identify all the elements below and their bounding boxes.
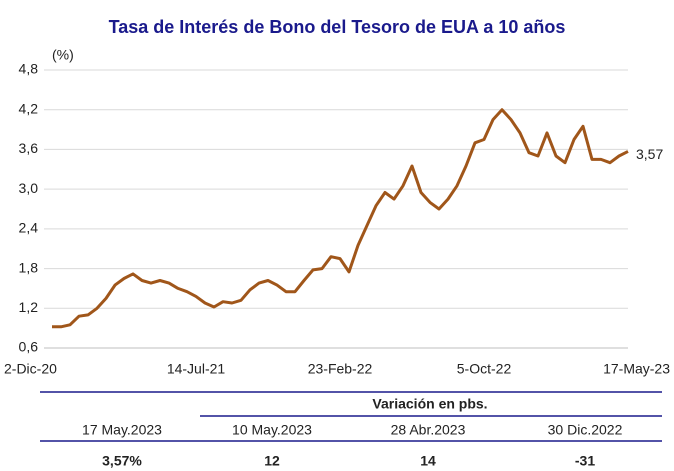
table-cell: -31 [575, 453, 595, 469]
table-header: Variación en pbs. [372, 396, 487, 412]
table-column: 10 May.2023 [232, 422, 312, 438]
table-cell: 14 [420, 453, 436, 469]
x-tick-label: 14-Jul-21 [167, 361, 226, 377]
x-tick-label: 2-Dic-20 [4, 361, 57, 377]
table-column: 28 Abr.2023 [391, 422, 466, 438]
value-label: 3,57 [636, 146, 663, 162]
chart-title: Tasa de Interés de Bono del Tesoro de EU… [109, 17, 566, 37]
y-tick-label: 3,0 [19, 180, 39, 196]
y-axis-label: (%) [52, 47, 74, 63]
y-tick-label: 2,4 [19, 220, 39, 236]
x-tick-label: 5-Oct-22 [457, 361, 512, 377]
line-series [52, 108, 629, 329]
y-tick-label: 3,6 [19, 140, 39, 156]
table-cell: 12 [264, 453, 280, 469]
table-column: 17 May.2023 [82, 422, 162, 438]
y-tick-label: 0,6 [19, 339, 39, 355]
table-column: 30 Dic.2022 [548, 422, 623, 438]
y-tick-label: 1,8 [19, 259, 39, 275]
y-tick-label: 4,2 [19, 100, 39, 116]
y-tick-label: 1,2 [19, 299, 39, 315]
x-tick-label: 17-May-23 [603, 361, 670, 377]
x-tick-label: 23-Feb-22 [308, 361, 373, 377]
y-tick-label: 4,8 [19, 61, 39, 77]
table-cell: 3,57% [102, 453, 142, 469]
